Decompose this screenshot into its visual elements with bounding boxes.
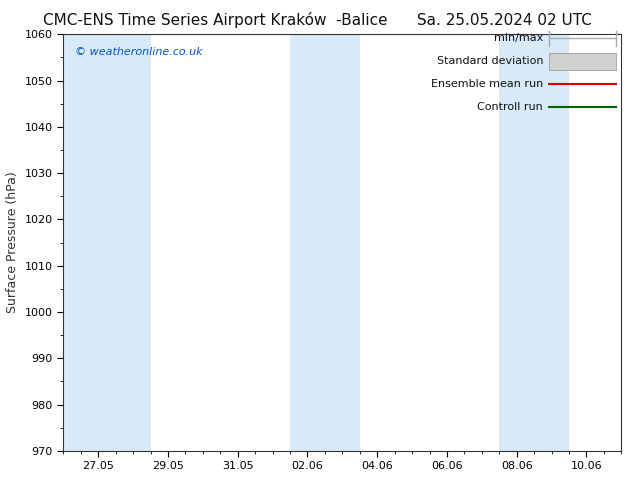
Text: © weatheronline.co.uk: © weatheronline.co.uk [75,47,202,57]
Bar [500,34,569,451]
Bar [115,34,150,451]
Text: Ensemble mean run: Ensemble mean run [431,79,543,89]
FancyBboxPatch shape [549,53,616,70]
Text: Standard deviation: Standard deviation [437,56,543,66]
Text: Controll run: Controll run [477,102,543,112]
Y-axis label: Surface Pressure (hPa): Surface Pressure (hPa) [6,172,19,314]
Text: CMC-ENS Time Series Airport Kraków  -Balice      Sa. 25.05.2024 02 UTC: CMC-ENS Time Series Airport Kraków -Bali… [42,12,592,28]
Bar [290,34,359,451]
Text: min/max: min/max [494,33,543,44]
Bar [63,34,115,451]
